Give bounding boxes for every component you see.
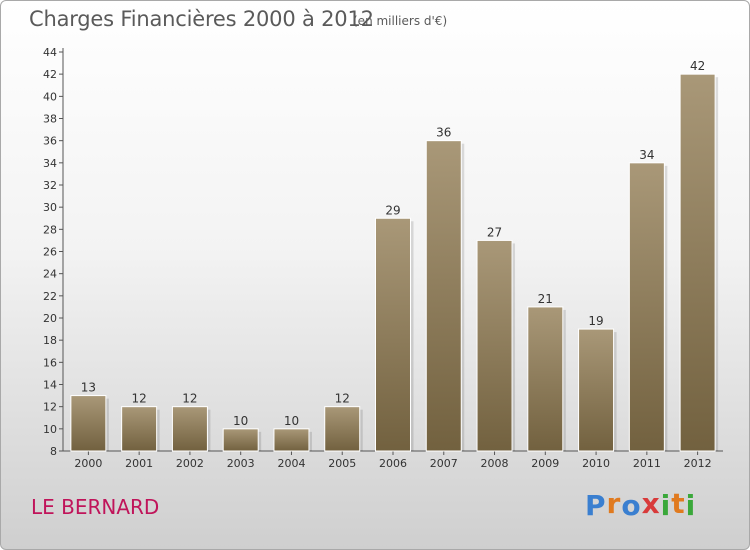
y-tick-label: 20 [43,312,57,325]
y-tick-label: 34 [43,157,57,170]
bar-2011 [628,162,665,452]
bar-value-label: 27 [487,225,502,239]
bar-value-label: 42 [690,59,705,73]
x-tick-label: 2011 [633,457,661,470]
logo-letter: r [606,487,622,520]
chart-title: Charges Financières 2000 à 2012 [29,7,374,31]
logo-letter: i [660,489,672,522]
bar-value-label: 34 [639,148,654,162]
bar-2001 [121,406,158,452]
y-tick-label: 28 [43,223,57,236]
y-tick-label: 30 [43,201,57,214]
y-tick-label: 26 [43,246,57,259]
bar-2006 [375,217,411,452]
bar-value-label: 12 [182,392,197,406]
bar-2007 [425,140,462,452]
logo-letter: o [621,489,642,522]
bar-value-label: 12 [335,392,350,406]
bar-2004 [273,428,310,452]
y-tick-label: 16 [43,356,57,369]
bar-2008 [476,239,513,452]
x-tick-label: 2001 [125,457,153,470]
y-tick-label: 18 [43,334,57,347]
y-tick-label: 14 [43,379,57,392]
x-tick-label: 2012 [684,457,712,470]
place-name: LE BERNARD [31,495,160,519]
y-tick-label: 22 [43,290,57,303]
y-tick-label: 32 [43,179,57,192]
x-tick-label: 2003 [227,457,255,470]
x-tick-label: 2009 [531,457,559,470]
bar-2003 [222,428,259,452]
x-tick-label: 2010 [582,457,610,470]
proxiti-logo[interactable]: Proxiti [585,487,697,522]
bar-value-label: 29 [385,203,400,217]
y-tick-label: 10 [43,423,57,436]
bars: 13 12 12 10 10 12 29 36 27 21 19 34 42 [70,59,719,452]
y-tick-label: 42 [43,68,57,81]
x-tick-label: 2002 [176,457,204,470]
y-tick-label: 12 [43,401,57,414]
bar-value-label: 13 [81,381,96,395]
x-tick-label: 2008 [481,457,509,470]
bar-chart: 8 10 12 14 16 18 20 22 24 26 28 30 32 34 36 38 40 42 44 200… [43,46,723,470]
logo-letter: t [671,487,686,520]
bar-2009 [527,306,564,452]
y-tick-label: 36 [43,135,57,148]
y-tick-label: 44 [43,46,57,59]
y-tick-label: 8 [50,445,57,458]
bar-value-label: 10 [233,414,248,428]
bar-value-label: 19 [588,314,603,328]
bar-2002 [171,406,208,452]
y-tick-label: 38 [43,113,57,126]
logo-letter: x [641,487,661,520]
bar-value-label: 10 [284,414,299,428]
x-tick-label: 2006 [379,457,407,470]
logo-letter: i [685,489,697,522]
chart-unit: (en milliers d'€) [353,14,448,28]
bar-2012 [679,73,716,452]
bar-2005 [324,406,361,452]
x-tick-label: 2004 [277,457,305,470]
x-tick-label: 2000 [74,457,102,470]
logo-letter: P [585,489,607,522]
bar-value-label: 12 [132,392,147,406]
bar-value-label: 36 [436,126,451,140]
y-tick-label: 24 [43,268,57,281]
x-tick-label: 2007 [430,457,458,470]
axes: 8 10 12 14 16 18 20 22 24 26 28 30 32 34 36 38 40 42 44 200… [43,46,723,470]
y-tick-label: 40 [43,90,57,103]
bar-2010 [578,328,615,452]
x-tick-label: 2005 [328,457,356,470]
bar-2000 [70,395,107,452]
bar-value-label: 21 [538,292,553,306]
